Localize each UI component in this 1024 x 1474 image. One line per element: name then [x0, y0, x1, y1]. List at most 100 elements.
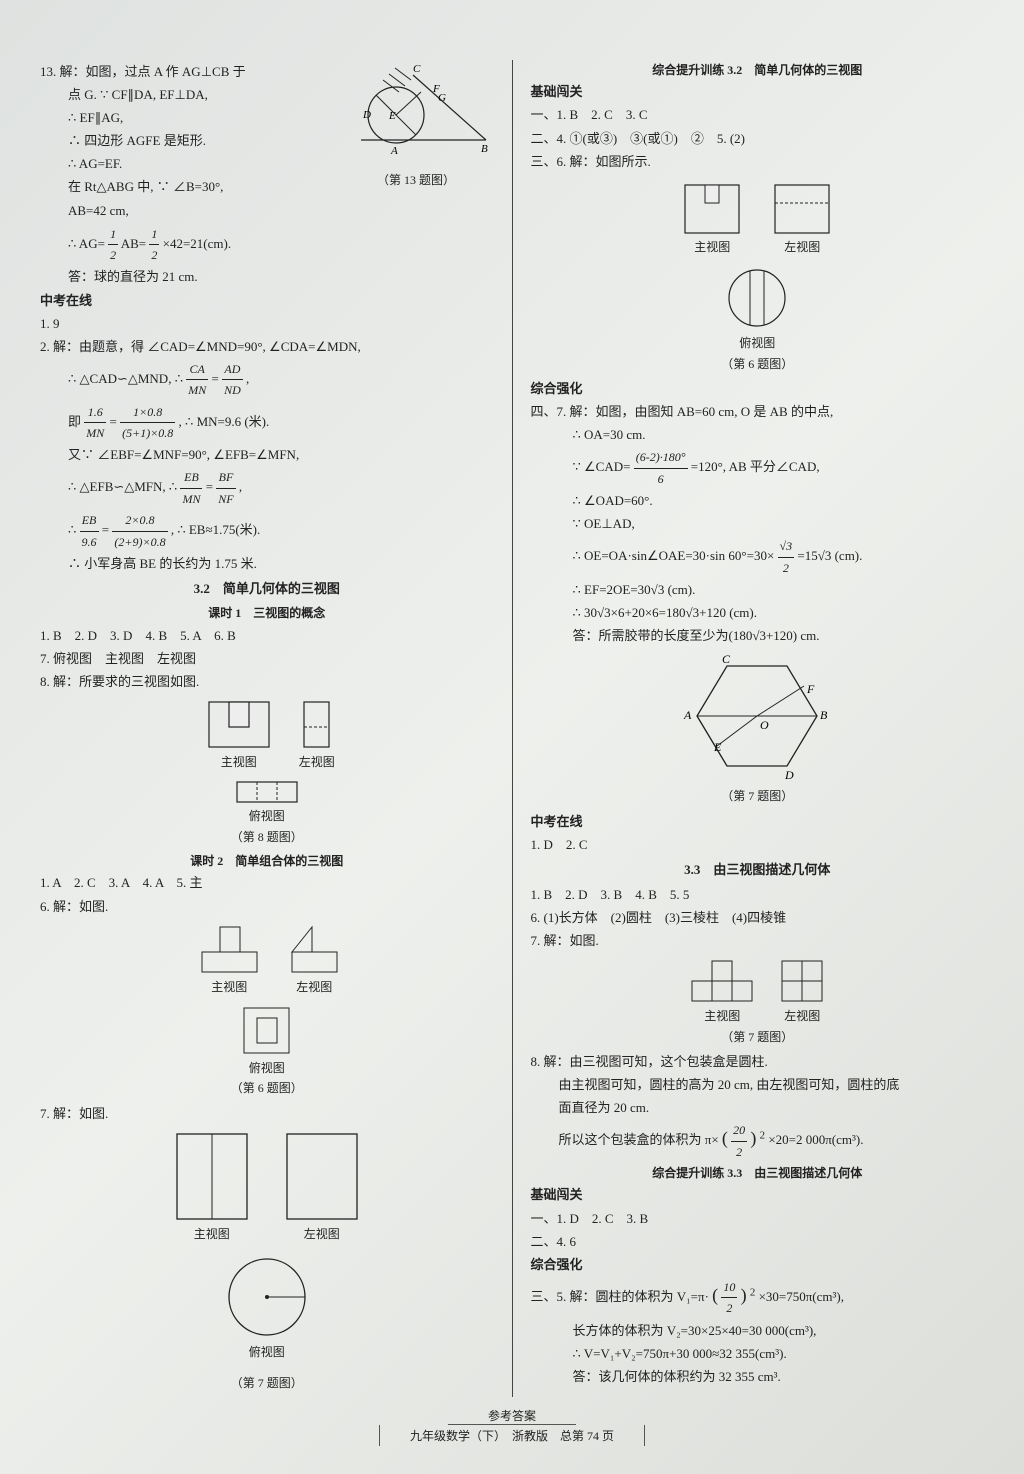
fn: 1	[108, 224, 118, 245]
rfig7b-front	[687, 956, 757, 1006]
t: AB=	[121, 236, 146, 251]
lbl: 俯视图	[40, 806, 494, 826]
lbl: 左视图	[299, 752, 335, 772]
p13-line: ∴ 四边形 AGFE 是矩形.	[40, 130, 339, 152]
p13-line: AB=42 cm,	[40, 200, 339, 222]
q5b: 长方体的体积为 V₂=30×25×40=30 000(cm³),	[531, 1320, 985, 1342]
rfig6-caption: （第 6 题图）	[531, 354, 985, 374]
jc-heading: 基础闯关	[531, 81, 985, 103]
lbl: 左视图	[287, 977, 342, 997]
fn: EB	[180, 467, 202, 488]
p13i: 答：球的直径为 21 cm.	[40, 266, 494, 288]
t: ×42=21(cm).	[163, 236, 231, 251]
t: ×20=2 000π(cm³).	[768, 1132, 863, 1147]
fn: (6-2)·180°	[634, 447, 688, 468]
q7c: ∵ ∠CAD= (6-2)·180°6 =120°, AB 平分∠CAD,	[531, 447, 985, 489]
fig7-box: 主视图 左视图 俯视图 （第 7 题图）	[40, 1129, 494, 1393]
fd: MN	[84, 423, 106, 443]
zk2g: ∴ 小军身高 BE 的长约为 1.75 米.	[40, 553, 494, 575]
fd: 2	[149, 245, 159, 265]
t: ∴ AG=	[68, 236, 105, 251]
q7b: ∴ OA=30 cm.	[531, 424, 985, 446]
t: ∵ ∠CAD=	[573, 459, 631, 474]
t: 即	[68, 413, 81, 428]
q5d: 答：该几何体的体积约为 32 355 cm³.	[531, 1366, 985, 1388]
tr2: 综合提升训练 3.3 由三视图描述几何体	[531, 1163, 985, 1183]
ks1a: 1. B 2. D 3. D 4. B 5. A 6. B	[40, 625, 494, 647]
sup: 2	[750, 1286, 755, 1298]
svg-text:D: D	[362, 109, 371, 121]
fig7-front	[167, 1129, 257, 1224]
t: , ∴ MN=9.6 (米).	[179, 413, 270, 428]
lbl: 俯视图	[40, 1058, 494, 1078]
t: =	[206, 479, 213, 494]
svg-text:F: F	[806, 682, 815, 696]
fig7-caption: （第 7 题图）	[40, 1373, 494, 1393]
fn: CA	[186, 359, 208, 380]
t: (	[722, 1128, 728, 1148]
fd: ND	[222, 380, 243, 400]
q7a: 四、7. 解：如图，由图知 AB=60 cm, O 是 AB 的中点,	[531, 401, 985, 423]
rfig6-top	[722, 263, 792, 333]
rfig7b-caption: （第 7 题图）	[531, 1027, 985, 1047]
right-column: 综合提升训练 3.2 简单几何体的三视图 基础闯关 一、1. B 2. C 3.…	[521, 60, 995, 1397]
fd: 2	[721, 1298, 737, 1318]
hexagon-fig: C F B D E A O	[672, 651, 842, 786]
t: ∴ OE=OA·sin∠OAE=30·sin 60°=30×	[573, 548, 775, 563]
svg-text:G: G	[438, 92, 446, 104]
t: 所以这个包装盒的体积为 π×	[559, 1132, 719, 1147]
p13-line: ∴ EF∥AG,	[40, 107, 339, 129]
lbl: 俯视图	[531, 333, 985, 353]
fn: BF	[216, 467, 235, 488]
ks1c: 8. 解：所要求的三视图如图.	[40, 671, 494, 693]
fig8-front	[199, 697, 279, 752]
fig7-top	[222, 1252, 312, 1342]
zk-heading: 中考在线	[40, 290, 494, 312]
fig8-side	[299, 697, 334, 752]
fig8-box: 主视图 左视图 俯视图 （第 8 题图）	[40, 697, 494, 847]
fig13-svg: C F G D E A B	[341, 60, 491, 170]
ks2-title: 课时 2 简单组合体的三视图	[40, 851, 494, 871]
ks2c: 7. 解：如图.	[40, 1103, 494, 1125]
rfig7-box: C F B D E A O （第 7 题图）	[531, 651, 985, 806]
zka: 1. D 2. C	[531, 834, 985, 856]
svg-text:B: B	[820, 708, 828, 722]
p13h: ∴ AG= 12 AB= 12 ×42=21(cm).	[40, 224, 494, 266]
zhqh-heading: 综合强化	[531, 378, 985, 400]
ks1-title: 课时 1 三视图的概念	[40, 603, 494, 623]
zk2b: ∴ △CAD∽△MND, ∴ CAMN = ADND ,	[40, 359, 494, 401]
fig8-top	[227, 778, 307, 806]
fig6-front	[192, 922, 267, 977]
fn: AD	[222, 359, 243, 380]
fd: 2	[731, 1142, 747, 1162]
s33a: 1. B 2. D 3. B 4. B 5. 5	[531, 884, 985, 906]
lbl: 主视图	[687, 1006, 757, 1026]
zk2c: 即 1.6MN = 1×0.8(5+1)×0.8 , ∴ MN=9.6 (米).	[40, 402, 494, 444]
fn: √3	[778, 536, 795, 557]
fn: EB	[80, 510, 99, 531]
fn: 20	[731, 1120, 747, 1141]
q7e: ∵ OE⊥AD,	[531, 513, 985, 535]
t: ∴	[68, 522, 80, 537]
s33f: 面直径为 20 cm.	[531, 1097, 985, 1119]
zk-heading: 中考在线	[531, 811, 985, 833]
zk2a: 2. 解：由题意，得 ∠CAD=∠MND=90°, ∠CDA=∠MDN,	[40, 336, 494, 358]
jc3: 三、6. 解：如图所示.	[531, 151, 985, 173]
fig13-box: C F G D E A B （第 13 题图）	[339, 60, 494, 223]
sec32-title: 3.2 简单几何体的三视图	[40, 578, 494, 600]
svg-text:D: D	[784, 768, 794, 782]
rfig7-caption: （第 7 题图）	[531, 786, 985, 806]
lbl: 左视图	[777, 1006, 827, 1026]
sec33-title: 3.3 由三视图描述几何体	[531, 859, 985, 881]
p13-line: ∴ AG=EF.	[40, 153, 339, 175]
t: )	[750, 1128, 756, 1148]
fig6-side	[287, 922, 342, 977]
svg-text:C: C	[722, 652, 731, 666]
zk2d: 又∵ ∠EBF=∠MNF=90°, ∠EFB=∠MFN,	[40, 444, 494, 466]
fn: 1×0.8	[120, 402, 175, 423]
page: 13. 解：如图，过点 A 作 AG⊥CB 于 点 G. ∵ CF∥DA, EF…	[0, 0, 1024, 1427]
q5c: ∴ V=V₁+V₂=750π+30 000≈32 355(cm³).	[531, 1343, 985, 1365]
fig6-box: 主视图 左视图 俯视图 （第 6 题图）	[40, 922, 494, 1099]
s33d: 8. 解：由三视图可知，这个包装盒是圆柱.	[531, 1051, 985, 1073]
fig7-side	[277, 1129, 367, 1224]
